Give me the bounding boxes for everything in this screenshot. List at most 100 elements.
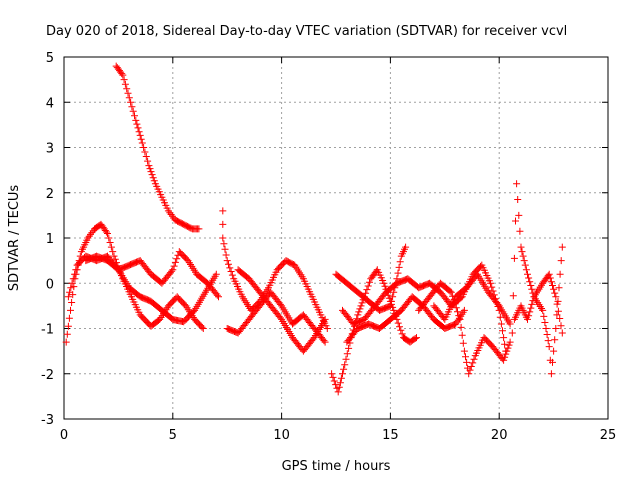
data-point bbox=[215, 293, 222, 301]
data-point bbox=[540, 312, 548, 320]
data-point bbox=[136, 131, 144, 139]
data-point bbox=[341, 361, 349, 369]
axis-ticks: 0 5 10 15 20 25 -3 -2 -1 0 1 2 3 4 5 bbox=[41, 51, 616, 443]
data-point bbox=[166, 209, 174, 217]
data-point bbox=[276, 314, 284, 322]
data-point bbox=[366, 278, 373, 286]
data-point bbox=[144, 157, 152, 165]
data-point bbox=[506, 338, 514, 346]
data-point bbox=[340, 365, 348, 373]
data-point bbox=[519, 252, 527, 260]
data-point bbox=[525, 312, 533, 320]
data-point bbox=[517, 243, 525, 251]
data-point bbox=[228, 271, 236, 279]
data-point bbox=[123, 85, 131, 93]
data-point bbox=[345, 344, 353, 352]
data-point bbox=[356, 305, 364, 313]
data-point bbox=[510, 254, 518, 262]
data-point bbox=[504, 344, 512, 352]
data-points bbox=[62, 62, 566, 396]
data-point bbox=[68, 279, 76, 287]
data-point bbox=[167, 211, 175, 218]
data-point bbox=[102, 228, 110, 236]
data-point bbox=[336, 379, 344, 387]
data-point bbox=[335, 383, 343, 391]
data-point bbox=[145, 162, 153, 170]
data-point bbox=[526, 278, 534, 286]
x-tick-label: 10 bbox=[273, 428, 290, 443]
data-point bbox=[88, 229, 96, 237]
data-point bbox=[446, 287, 454, 295]
data-point bbox=[164, 207, 172, 215]
data-point bbox=[213, 291, 221, 299]
data-point bbox=[469, 359, 477, 367]
x-tick-label: 0 bbox=[60, 428, 68, 443]
data-point bbox=[168, 267, 176, 275]
data-point bbox=[386, 302, 394, 310]
data-point bbox=[394, 319, 402, 327]
data-point bbox=[520, 257, 528, 265]
data-point bbox=[128, 103, 136, 111]
data-point bbox=[72, 266, 80, 274]
data-point bbox=[62, 338, 70, 346]
data-point bbox=[135, 128, 143, 136]
data-point bbox=[70, 283, 78, 291]
x-tick-label: 5 bbox=[169, 428, 177, 443]
data-point bbox=[121, 80, 129, 88]
chart-title: Day 020 of 2018, Sidereal Day-to-day VTE… bbox=[46, 24, 567, 39]
data-point bbox=[551, 336, 559, 344]
data-point bbox=[508, 329, 516, 337]
y-tick-label: -2 bbox=[41, 368, 54, 383]
data-point bbox=[364, 282, 372, 290]
data-point bbox=[515, 211, 523, 219]
y-tick-label: 4 bbox=[46, 96, 54, 111]
data-point bbox=[146, 165, 154, 173]
data-point bbox=[506, 320, 514, 328]
data-point bbox=[556, 315, 564, 322]
data-point bbox=[516, 227, 524, 235]
data-point bbox=[358, 299, 366, 307]
data-point bbox=[337, 374, 345, 382]
data-point bbox=[513, 180, 521, 188]
data-point bbox=[500, 334, 508, 342]
data-point bbox=[170, 262, 178, 270]
data-point bbox=[69, 275, 77, 283]
data-point bbox=[505, 341, 513, 349]
data-point bbox=[463, 358, 471, 366]
data-point bbox=[388, 297, 395, 305]
data-point bbox=[470, 355, 478, 363]
data-point bbox=[321, 338, 329, 346]
data-point bbox=[223, 257, 231, 265]
y-tick-label: -3 bbox=[41, 413, 54, 428]
data-point bbox=[110, 252, 118, 260]
data-point bbox=[546, 274, 554, 282]
data-point bbox=[219, 207, 227, 215]
data-point bbox=[558, 243, 566, 251]
data-point bbox=[227, 268, 235, 275]
data-point bbox=[124, 89, 132, 97]
data-point bbox=[551, 289, 559, 297]
data-point bbox=[458, 331, 466, 339]
data-point bbox=[550, 285, 558, 293]
y-tick-label: 0 bbox=[46, 277, 54, 292]
data-point bbox=[501, 353, 509, 361]
data-point bbox=[199, 325, 207, 332]
data-point bbox=[459, 339, 467, 347]
data-point bbox=[499, 327, 506, 335]
data-point bbox=[524, 270, 531, 278]
y-tick-label: 2 bbox=[46, 187, 54, 202]
data-point bbox=[465, 370, 473, 378]
data-point bbox=[329, 373, 337, 381]
data-point bbox=[541, 319, 549, 326]
data-point bbox=[549, 358, 556, 366]
data-point bbox=[542, 325, 550, 332]
data-point bbox=[539, 306, 547, 314]
y-tick-label: 5 bbox=[46, 51, 54, 66]
data-point bbox=[363, 286, 371, 294]
data-point bbox=[397, 326, 405, 334]
data-point bbox=[524, 315, 531, 323]
x-tick-label: 25 bbox=[600, 428, 617, 443]
data-point bbox=[398, 330, 406, 338]
data-point bbox=[503, 347, 511, 355]
